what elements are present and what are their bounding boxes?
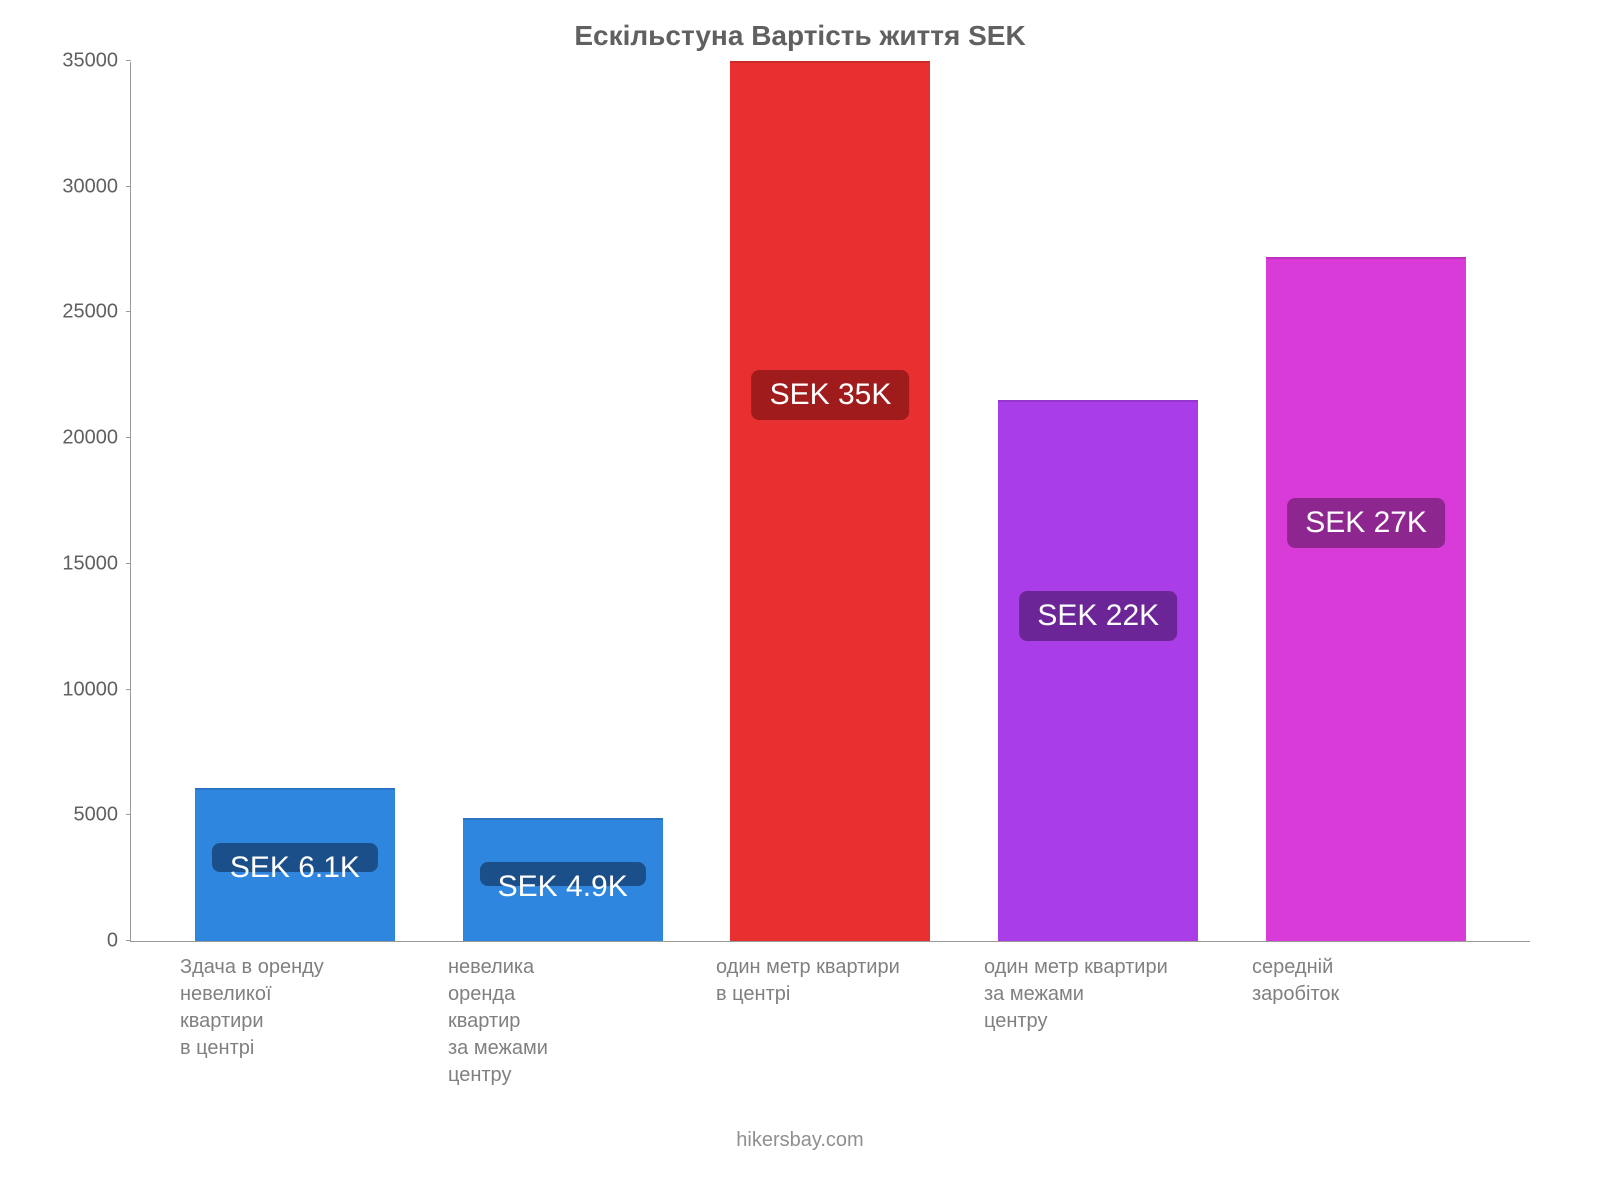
y-tick-label: 5000 bbox=[48, 804, 118, 827]
y-tick-label: 20000 bbox=[48, 427, 118, 450]
bar-slot: SEK 35K bbox=[697, 62, 965, 941]
bar: SEK 4.9K bbox=[463, 818, 663, 941]
bar-slot: SEK 22K bbox=[964, 62, 1232, 941]
plot-area: 05000100001500020000250003000035000 SEK … bbox=[130, 62, 1530, 942]
y-tick-label: 25000 bbox=[48, 301, 118, 324]
y-axis: 05000100001500020000250003000035000 bbox=[51, 62, 126, 941]
chart-title: Ескільстуна Вартість життя SEK bbox=[50, 20, 1550, 52]
y-tick-mark bbox=[126, 311, 131, 312]
x-label: середній заробіток bbox=[1252, 954, 1339, 1089]
y-tick-mark bbox=[126, 186, 131, 187]
bar-value-badge: SEK 6.1K bbox=[212, 843, 378, 872]
bar-slot: SEK 4.9K bbox=[429, 62, 697, 941]
x-label-slot: Здача в оренду невеликої квартири в цент… bbox=[160, 954, 428, 1089]
bar-slot: SEK 27K bbox=[1232, 62, 1500, 941]
y-tick-mark bbox=[126, 689, 131, 690]
bar-value-badge: SEK 4.9K bbox=[480, 862, 646, 885]
x-label: невелика оренда квартир за межами центру bbox=[448, 954, 548, 1089]
bars-row: SEK 6.1K SEK 4.9K SEK 35K SEK 22K SEK 27K bbox=[131, 62, 1530, 941]
bar-value-badge: SEK 35K bbox=[752, 370, 910, 420]
x-label: один метр квартири за межами центру bbox=[984, 954, 1168, 1089]
bar: SEK 27K bbox=[1266, 257, 1466, 941]
x-label: один метр квартири в центрі bbox=[716, 954, 900, 1089]
attribution: hikersbay.com bbox=[50, 1129, 1550, 1152]
x-axis-labels: Здача в оренду невеликої квартири в цент… bbox=[130, 942, 1530, 1089]
bar-value-badge: SEK 22K bbox=[1019, 591, 1177, 641]
y-tick-mark bbox=[126, 814, 131, 815]
bar: SEK 35K bbox=[730, 61, 930, 941]
x-label-slot: один метр квартири в центрі bbox=[696, 954, 964, 1089]
y-tick-label: 10000 bbox=[48, 678, 118, 701]
x-label-slot: середній заробіток bbox=[1232, 954, 1500, 1089]
y-tick-label: 0 bbox=[48, 930, 118, 953]
x-label-slot: невелика оренда квартир за межами центру bbox=[428, 954, 696, 1089]
y-tick-label: 30000 bbox=[48, 175, 118, 198]
y-tick-mark bbox=[126, 60, 131, 61]
x-label-slot: один метр квартири за межами центру bbox=[964, 954, 1232, 1089]
chart-container: Ескільстуна Вартість життя SEK 050001000… bbox=[50, 20, 1550, 1160]
x-label: Здача в оренду невеликої квартири в цент… bbox=[180, 954, 324, 1089]
y-tick-mark bbox=[126, 940, 131, 941]
y-tick-mark bbox=[126, 563, 131, 564]
bar-slot: SEK 6.1K bbox=[161, 62, 429, 941]
y-tick-mark bbox=[126, 437, 131, 438]
bar: SEK 6.1K bbox=[195, 788, 395, 941]
y-tick-label: 15000 bbox=[48, 552, 118, 575]
bar: SEK 22K bbox=[998, 400, 1198, 941]
bar-value-badge: SEK 27K bbox=[1287, 498, 1445, 548]
y-tick-label: 35000 bbox=[48, 50, 118, 73]
